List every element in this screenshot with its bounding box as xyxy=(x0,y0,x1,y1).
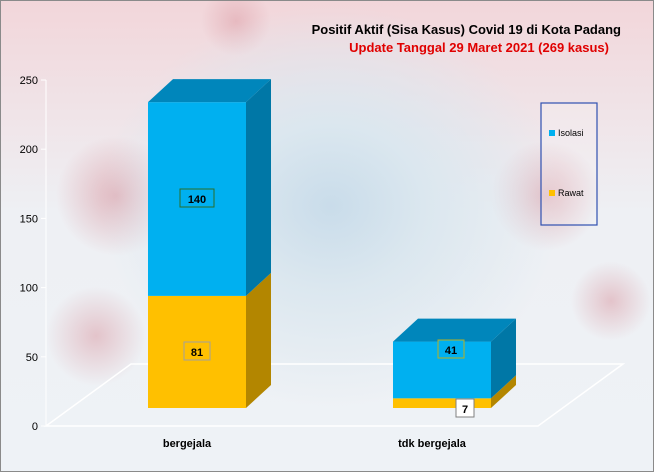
data-label-box xyxy=(183,341,211,361)
legend-swatch-rawat xyxy=(549,190,555,196)
bar-rawat-tdk-bergejala-side xyxy=(491,375,516,408)
bar-isolasi-bergejala-side xyxy=(246,79,271,296)
data-label-box xyxy=(455,398,475,418)
chart-floor xyxy=(43,363,626,427)
y-tick-label: 200 xyxy=(20,144,38,156)
chart-title: Positif Aktif (Sisa Kasus) Covid 19 di K… xyxy=(312,22,621,37)
x-axis-labels: bergejala tdk bergejala xyxy=(163,438,467,450)
data-label-box xyxy=(179,188,215,208)
legend-label-rawat: Rawat xyxy=(558,188,584,198)
bar-isolasi-bergejala-top xyxy=(148,79,271,103)
y-tick-label: 50 xyxy=(26,352,38,364)
floor xyxy=(43,363,626,427)
y-tick-label: 150 xyxy=(20,213,38,225)
chart-subtitle: Update Tanggal 29 Maret 2021 (269 kasus) xyxy=(349,40,609,55)
bar-rawat-bergejala-side xyxy=(246,272,271,408)
bars xyxy=(148,79,516,408)
y-tick-label: 0 xyxy=(32,421,38,433)
data-labels: 140 81 41 7 xyxy=(179,188,475,418)
y-tick-label: 100 xyxy=(20,283,38,295)
legend: Isolasi Rawat xyxy=(540,102,598,226)
y-tick-label: 250 xyxy=(20,75,38,87)
bar-rawat-tdk-bergejala xyxy=(393,398,491,408)
y-axis-ticks: 0 50 100 150 200 250 xyxy=(20,75,46,433)
bar-isolasi-tdk-bergejala-side xyxy=(491,318,516,399)
data-label: 140 xyxy=(188,194,206,206)
legend-label-isolasi: Isolasi xyxy=(558,128,584,138)
data-label-box xyxy=(437,339,465,359)
data-label: 7 xyxy=(462,404,468,416)
legend-box xyxy=(540,102,598,226)
legend-swatch-isolasi xyxy=(549,130,555,136)
x-tick-label: bergejala xyxy=(163,438,212,450)
data-label: 41 xyxy=(445,345,457,357)
x-tick-label: tdk bergejala xyxy=(398,438,467,450)
data-label: 81 xyxy=(191,347,203,359)
bar-isolasi-tdk-bergejala-top xyxy=(393,318,516,342)
